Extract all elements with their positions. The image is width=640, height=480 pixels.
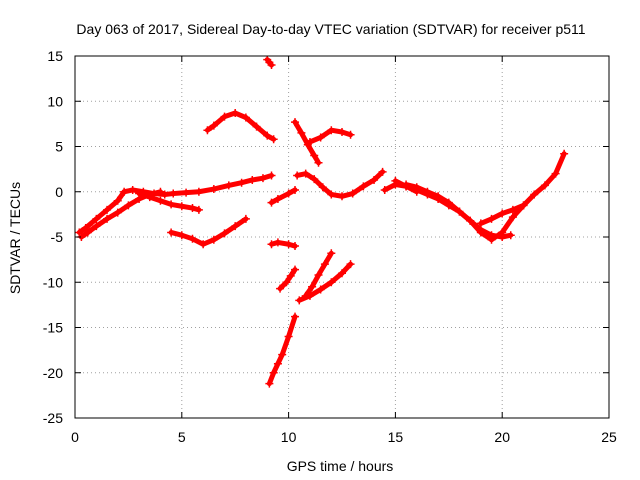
- x-tick-label: 0: [71, 429, 79, 445]
- series-arc-12: [295, 260, 355, 305]
- data-point: [314, 158, 323, 167]
- data-trace-segment: [499, 214, 516, 235]
- series-arc-3: [135, 189, 203, 214]
- data-point: [346, 130, 355, 139]
- x-tick-label: 20: [494, 429, 510, 445]
- y-tick-label: -5: [51, 229, 64, 245]
- data-point: [291, 312, 300, 321]
- y-tick-label: 10: [47, 93, 63, 109]
- data-trace-segment: [521, 191, 537, 208]
- y-tick-label: 0: [55, 184, 63, 200]
- x-axis-label: GPS time / hours: [287, 458, 394, 474]
- data-point: [506, 231, 515, 240]
- data-point: [291, 265, 300, 274]
- data-point: [519, 201, 528, 210]
- data-point: [269, 135, 278, 144]
- y-tick-label: -10: [43, 274, 63, 290]
- data-point: [346, 260, 355, 269]
- y-tick-label: 5: [55, 139, 63, 155]
- data-trace-segment: [542, 171, 559, 188]
- ticks: 0 5 10 15 20 25 -25 -20 -15 -10 -5 0 5 10 15: [43, 48, 617, 445]
- data-point: [327, 249, 336, 258]
- series-arc-4: [167, 214, 250, 249]
- chart-title: Day 063 of 2017, Sidereal Day-to-day VTE…: [76, 21, 585, 37]
- series-arc-9: [265, 312, 300, 388]
- series-arc-18: [402, 180, 515, 241]
- data-point: [291, 185, 300, 194]
- series-arc-8: [267, 238, 300, 251]
- data-point: [560, 149, 569, 158]
- x-tick-label: 5: [178, 429, 186, 445]
- x-tick-label: 15: [388, 429, 404, 445]
- series-arc-10: [276, 265, 300, 293]
- data-point: [267, 171, 276, 180]
- data-trace-segment: [322, 250, 334, 267]
- data-point: [156, 187, 165, 196]
- series-arc-6: [263, 55, 276, 70]
- data-point: [241, 214, 250, 223]
- series-arc-14: [305, 126, 355, 146]
- y-tick-label: -20: [43, 365, 63, 381]
- data-trace-segment: [279, 334, 292, 358]
- data-point: [291, 242, 300, 251]
- data-layer: [75, 55, 569, 388]
- series-arc-13: [301, 249, 336, 300]
- data-trace-segment: [232, 216, 249, 229]
- data-trace-segment: [553, 151, 567, 177]
- series-arc-5: [203, 109, 278, 144]
- x-tick-label: 25: [601, 429, 617, 445]
- x-tick-label: 10: [281, 429, 297, 445]
- y-axis-label: SDTVAR / TECUs: [7, 182, 23, 294]
- data-trace-segment: [286, 314, 298, 340]
- y-tick-label: 15: [47, 48, 63, 64]
- series-arc-7: [267, 185, 300, 207]
- series-arc-1: [75, 171, 276, 237]
- y-tick-label: -25: [43, 410, 63, 426]
- series-arc-19: [476, 201, 528, 228]
- data-trace-segment: [339, 261, 354, 276]
- series-arc-15: [293, 167, 387, 201]
- data-trace-segment: [371, 169, 386, 183]
- y-tick-label: -15: [43, 320, 63, 336]
- data-point: [194, 205, 203, 214]
- data-trace-segment: [510, 202, 527, 213]
- data-point: [267, 61, 276, 70]
- data-point: [378, 167, 387, 176]
